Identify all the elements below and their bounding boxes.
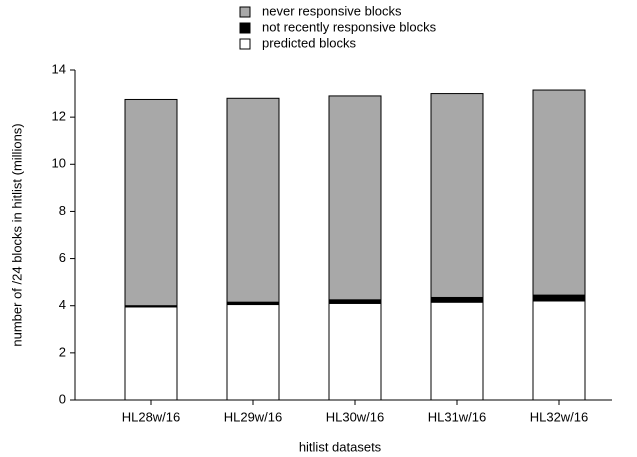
y-axis-label: number of /24 blocks in hitlist (million…	[9, 123, 24, 346]
y-tick-label: 12	[52, 109, 66, 124]
legend-label: not recently responsive blocks	[262, 19, 437, 34]
x-axis-label: hitlist datasets	[299, 439, 382, 454]
y-tick-label: 0	[59, 391, 66, 406]
x-tick-label: HL28w/16	[122, 409, 181, 424]
legend-swatch	[239, 6, 251, 18]
x-tick-label: HL30w/16	[326, 409, 385, 424]
legend-label: never responsive blocks	[262, 3, 402, 18]
y-tick-label: 8	[59, 203, 66, 218]
bar-segment	[328, 299, 382, 304]
bar-segment	[532, 300, 586, 401]
bar-segment	[124, 98, 178, 307]
bar-segment	[226, 97, 280, 303]
y-tick-label: 6	[59, 250, 66, 265]
bar-segment	[430, 301, 484, 401]
bar-segment	[226, 304, 280, 401]
y-tick-label: 14	[52, 61, 66, 76]
x-tick-label: HL32w/16	[530, 409, 589, 424]
bar-segment	[430, 296, 484, 303]
legend-label: predicted blocks	[262, 35, 356, 50]
x-tick-label: HL31w/16	[428, 409, 487, 424]
y-tick-label: 4	[59, 297, 66, 312]
legend-swatch	[239, 38, 251, 50]
y-tick-label: 10	[52, 156, 66, 171]
bar-segment	[430, 93, 484, 298]
bar-segment	[328, 302, 382, 401]
bar-segment	[124, 306, 178, 401]
bar-segment	[532, 89, 586, 296]
legend-swatch	[239, 22, 251, 34]
bar-segment	[532, 294, 586, 302]
bar-segment	[328, 95, 382, 301]
x-tick-label: HL29w/16	[224, 409, 283, 424]
y-tick-label: 2	[59, 344, 66, 359]
